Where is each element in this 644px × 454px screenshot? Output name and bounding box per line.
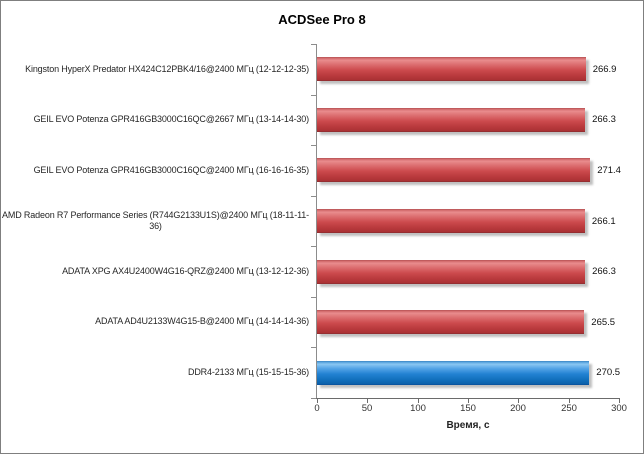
x-tick-label: 0 <box>314 403 320 414</box>
y-axis-tick <box>311 246 316 247</box>
category-label: Kingston HyperX Predator HX424C12PBK4/16… <box>2 44 315 95</box>
x-axis-tick <box>518 399 519 403</box>
y-axis-tick <box>311 44 316 45</box>
category-label: ADATA AD4U2133W4G15-B@2400 МГц (14-14-14… <box>2 297 315 348</box>
x-tick-label: 250 <box>561 403 577 414</box>
y-axis-line <box>316 44 317 399</box>
x-axis-tick <box>468 399 469 403</box>
category-label-text: GEIL EVO Potenza GPR416GB3000C16QC@2667 … <box>33 114 310 125</box>
y-axis-tick <box>311 145 316 146</box>
bar-track: 265.5 <box>315 297 634 348</box>
x-tick-label: 50 <box>361 403 373 414</box>
x-axis-tick <box>317 399 318 403</box>
chart-row: ADATA XPG AX4U2400W4G16-QRZ@2400 МГц (13… <box>2 246 634 297</box>
chart-row: Kingston HyperX Predator HX424C12PBK4/16… <box>2 44 634 95</box>
bar <box>317 158 591 183</box>
bar-value-label: 266.3 <box>592 114 616 126</box>
bar-track: 266.1 <box>315 196 634 247</box>
x-tick-label: 100 <box>410 403 426 414</box>
bar-track: 270.5 <box>315 347 634 398</box>
chart-row: GEIL EVO Potenza GPR416GB3000C16QC@2667 … <box>2 95 634 146</box>
chart-row: GEIL EVO Potenza GPR416GB3000C16QC@2400 … <box>2 145 634 196</box>
x-tick-label: 150 <box>460 403 476 414</box>
chart-title: ACDSee Pro 8 <box>278 12 366 27</box>
x-axis-tick <box>619 399 620 403</box>
bar-track: 266.9 <box>315 44 634 95</box>
bar <box>317 209 585 234</box>
bar <box>317 310 585 335</box>
x-axis-title: Время, с <box>446 420 490 431</box>
chart-row: ADATA AD4U2133W4G15-B@2400 МГц (14-14-14… <box>2 297 634 348</box>
bar-value-label: 266.9 <box>592 63 617 75</box>
bar-track: 266.3 <box>315 95 634 146</box>
bar <box>317 259 586 284</box>
y-axis-tick <box>311 95 316 96</box>
category-label: DDR4-2133 МГц (15-15-15-36) <box>2 347 315 398</box>
category-label-text: ADATA AD4U2133W4G15-B@2400 МГц (14-14-14… <box>95 316 309 327</box>
bar-track: 266.3 <box>315 246 634 297</box>
x-axis-tick <box>367 399 368 403</box>
category-label: GEIL EVO Potenza GPR416GB3000C16QC@2667 … <box>2 95 315 146</box>
category-label: ADATA XPG AX4U2400W4G16-QRZ@2400 МГц (13… <box>2 246 315 297</box>
bar-value-label: 270.5 <box>596 367 621 379</box>
bar <box>317 360 590 385</box>
category-label: GEIL EVO Potenza GPR416GB3000C16QC@2400 … <box>2 145 315 196</box>
bar-value-label: 266.3 <box>592 266 616 278</box>
x-axis-line <box>316 398 620 399</box>
category-label: AMD Radeon R7 Performance Series (R744G2… <box>2 196 315 247</box>
bar-value-label: 266.1 <box>591 215 616 227</box>
plot-rows: Kingston HyperX Predator HX424C12PBK4/16… <box>2 44 634 398</box>
x-axis-tick <box>569 399 570 403</box>
y-axis-tick <box>311 196 316 197</box>
bar-value-label: 265.5 <box>591 316 616 328</box>
x-axis-tick <box>418 399 419 403</box>
bar-value-label: 271.4 <box>597 164 621 176</box>
y-axis-tick <box>311 297 316 298</box>
category-label-text: ADATA XPG AX4U2400W4G16-QRZ@2400 МГц (13… <box>62 265 309 276</box>
y-axis-tick <box>311 347 316 348</box>
chart-row: AMD Radeon R7 Performance Series (R744G2… <box>2 196 634 247</box>
bar <box>317 57 586 82</box>
y-axis-tick <box>311 398 316 399</box>
category-label-text: DDR4-2133 МГц (15-15-15-36) <box>187 367 309 377</box>
x-tick-label: 200 <box>510 403 526 414</box>
category-label-text: Kingston HyperX Predator HX424C12PBK4/16… <box>25 63 309 74</box>
chart-row: DDR4-2133 МГц (15-15-15-36) 270.5 <box>2 347 634 398</box>
category-label-text: GEIL EVO Potenza GPR416GB3000C16QC@2400 … <box>33 164 310 175</box>
bar <box>317 107 586 132</box>
category-label-text: AMD Radeon R7 Performance Series (R744G2… <box>2 209 309 232</box>
x-tick-label: 300 <box>611 403 627 414</box>
bar-track: 271.4 <box>315 145 634 196</box>
